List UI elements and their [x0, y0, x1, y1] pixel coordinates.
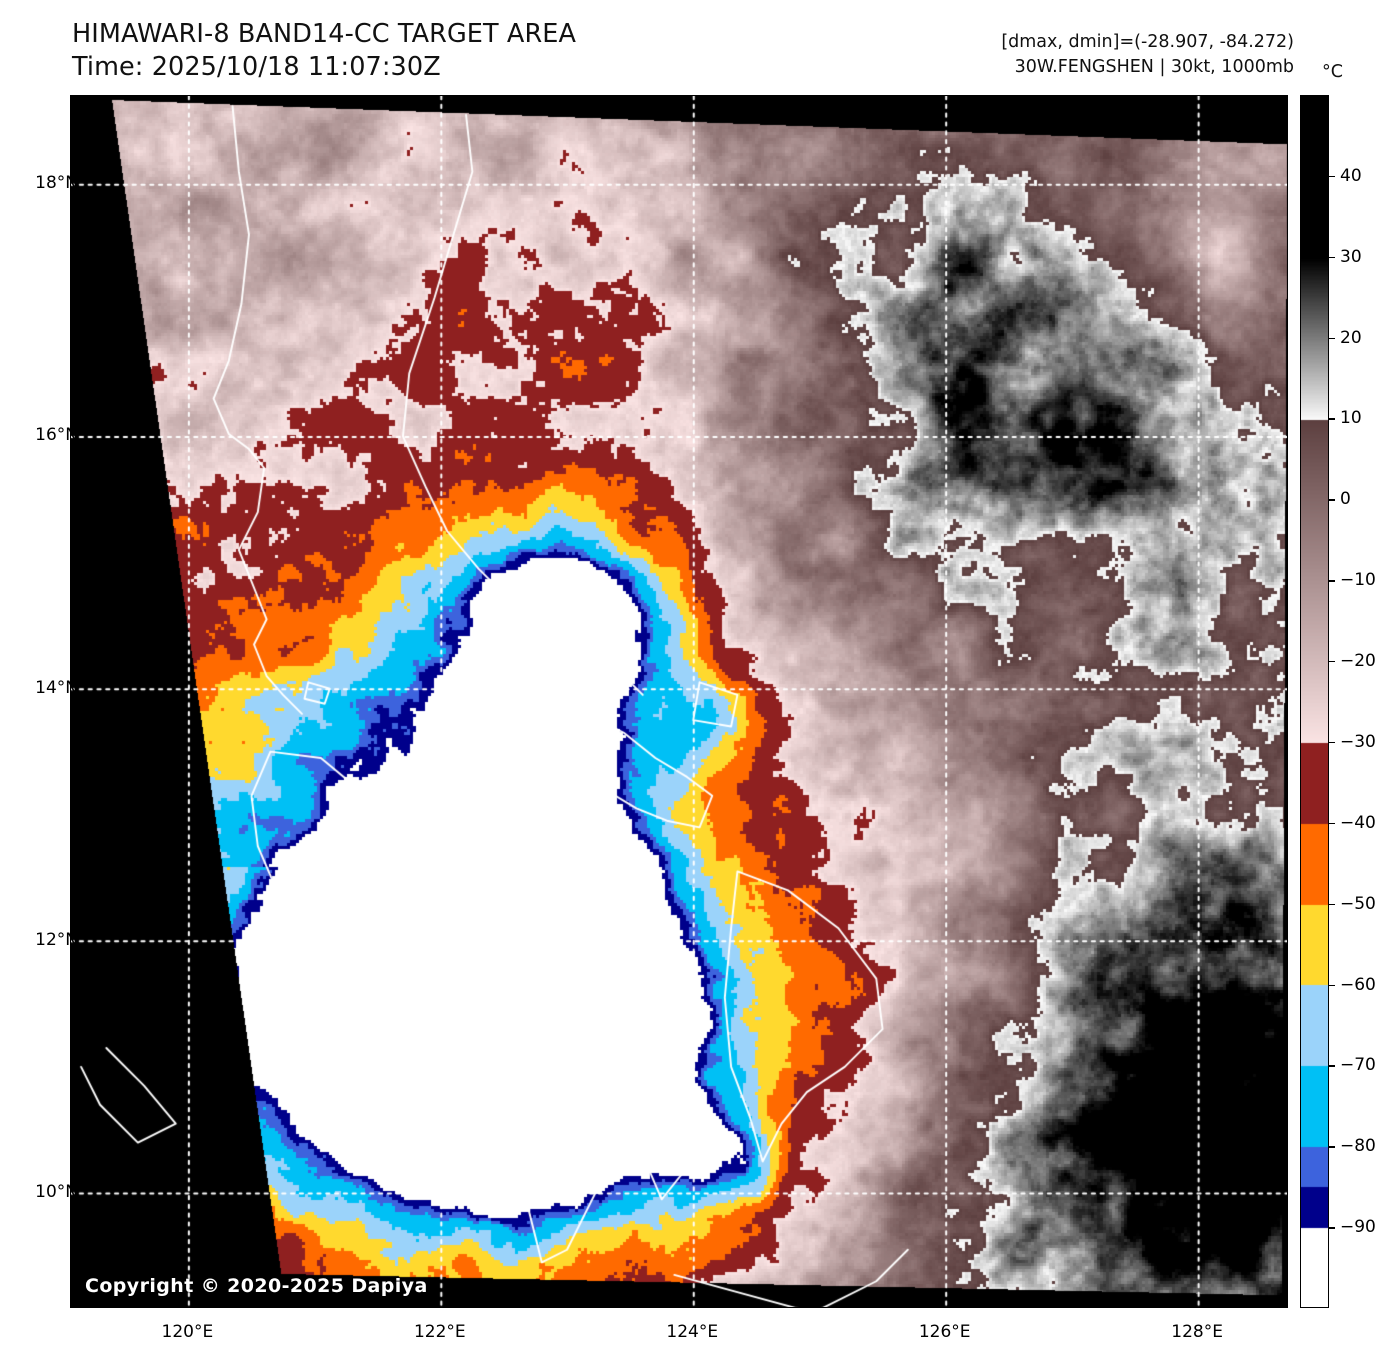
- colorbar-tick-mark: [1329, 1065, 1335, 1067]
- metadata-block: [dmax, dmin]=(-28.907, -84.272) 30W.FENG…: [1001, 30, 1294, 80]
- latitude-tick-label: 18°N: [35, 173, 78, 194]
- satellite-image-plot[interactable]: Copyright © 2020-2025 Dapiya: [70, 95, 1288, 1308]
- colorbar-tick-label: −90: [1340, 1217, 1376, 1238]
- colorbar-tick-label: 30: [1340, 246, 1362, 267]
- colorbar-tick-mark: [1329, 418, 1335, 420]
- longitude-tick-label: 120°E: [161, 1322, 214, 1342]
- colorbar[interactable]: [1300, 95, 1329, 1308]
- colorbar-tick-label: −10: [1340, 570, 1376, 591]
- colorbar-unit-label: °C: [1322, 62, 1343, 82]
- colorbar-tick-label: −50: [1340, 893, 1376, 914]
- dmax-dmin-label: [dmax, dmin]=(-28.907, -84.272): [1001, 32, 1294, 52]
- colorbar-tick-label: −40: [1340, 812, 1376, 833]
- colorbar-tick-mark: [1329, 337, 1335, 339]
- longitude-tick-label: 128°E: [1171, 1322, 1223, 1342]
- colorbar-tick-label: −80: [1340, 1136, 1376, 1157]
- colorbar-tick-mark: [1329, 580, 1335, 582]
- latitude-tick-label: 12°N: [35, 929, 78, 950]
- timestamp-label: Time: 2025/10/18 11:07:30Z: [72, 52, 441, 82]
- colorbar-tick-label: −20: [1340, 651, 1376, 672]
- colorbar-tick-mark: [1329, 741, 1335, 744]
- longitude-tick-label: 124°E: [666, 1322, 719, 1342]
- colorbar-tick-label: 40: [1340, 165, 1362, 186]
- colorbar-gradient-canvas: [1301, 96, 1328, 1307]
- colorbar-tick-mark: [1329, 175, 1335, 178]
- colorbar-tick-mark: [1329, 1146, 1335, 1148]
- colorbar-tick-label: 20: [1340, 327, 1362, 348]
- longitude-tick-label: 122°E: [413, 1322, 466, 1342]
- colorbar-tick-mark: [1329, 499, 1335, 501]
- title-block: HIMAWARI-8 BAND14-CC TARGET AREA Time: 2…: [72, 18, 772, 84]
- latitude-tick-label: 14°N: [35, 677, 78, 698]
- latitude-tick-label: 10°N: [35, 1181, 78, 1202]
- graticule-overlay-canvas: [71, 96, 1287, 1307]
- colorbar-tick-mark: [1329, 984, 1335, 986]
- colorbar-tick-mark: [1329, 661, 1335, 663]
- colorbar-tick-label: −60: [1340, 974, 1376, 995]
- colorbar-tick-mark: [1329, 822, 1335, 825]
- colorbar-tick-label: −70: [1340, 1055, 1376, 1076]
- latitude-tick-label: 16°N: [35, 425, 78, 446]
- colorbar-tick-mark: [1329, 903, 1335, 906]
- longitude-tick-label: 126°E: [918, 1322, 971, 1342]
- colorbar-tick-mark: [1329, 256, 1335, 259]
- colorbar-tick-label: 0: [1340, 489, 1351, 510]
- colorbar-tick-label: 10: [1340, 408, 1362, 429]
- storm-info-label: 30W.FENGSHEN | 30kt, 1000mb: [1014, 57, 1294, 77]
- colorbar-tick-mark: [1329, 1227, 1335, 1229]
- colorbar-tick-label: −30: [1340, 731, 1376, 752]
- page-title: HIMAWARI-8 BAND14-CC TARGET AREA: [72, 19, 577, 49]
- copyright-label: Copyright © 2020-2025 Dapiya: [85, 1275, 428, 1297]
